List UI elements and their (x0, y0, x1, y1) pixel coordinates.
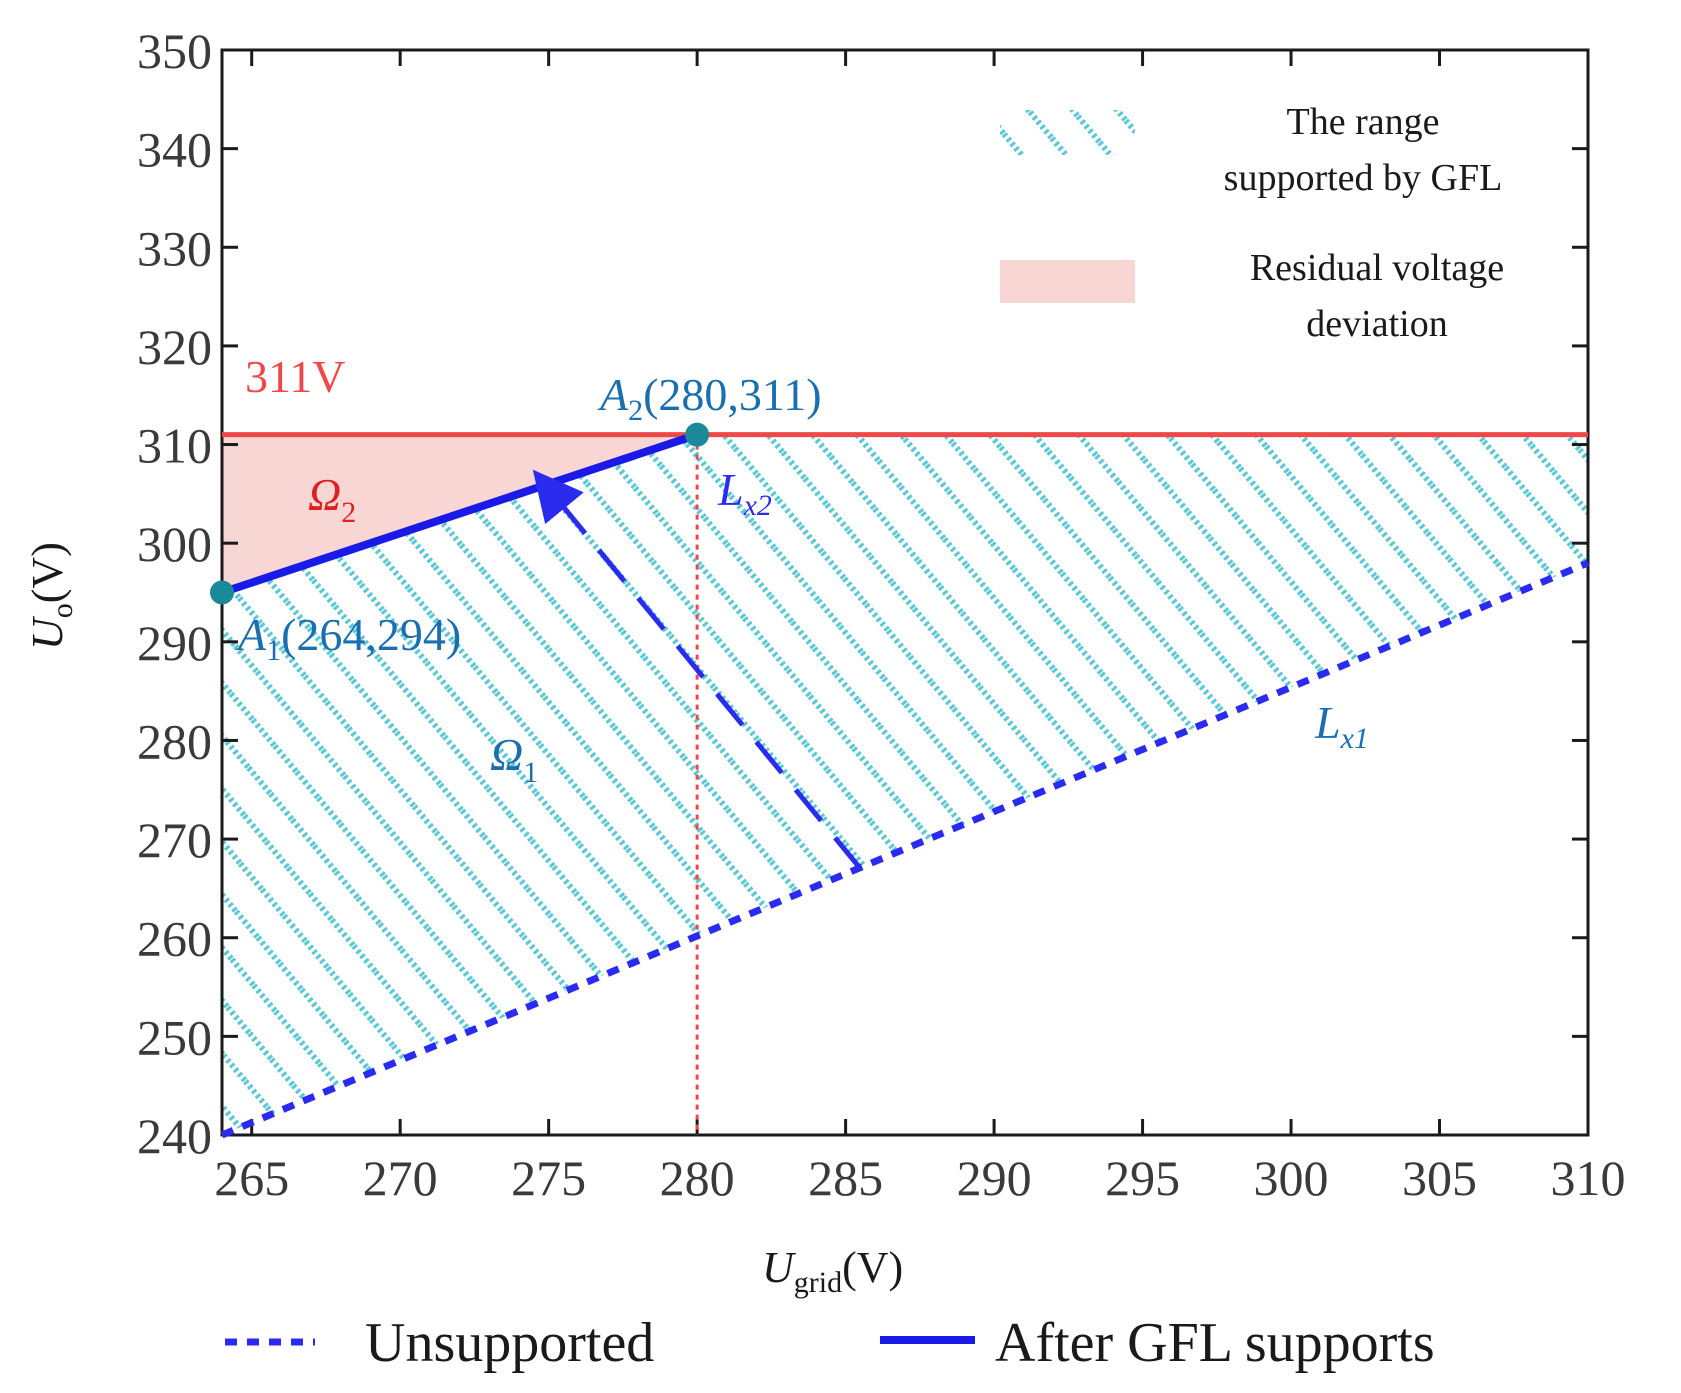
label-a2: A2(280,311) (597, 369, 822, 427)
x-tick-label: 305 (1402, 1150, 1477, 1206)
y-tick-label: 290 (137, 615, 212, 671)
y-tick-label: 250 (137, 1009, 212, 1065)
legend-hatch-line1: The range (1287, 101, 1440, 143)
y-tick-label: 330 (137, 220, 212, 276)
y-tick-label: 320 (137, 319, 212, 375)
x-tick-label: 300 (1254, 1150, 1329, 1206)
y-axis-label: Uo(V) (23, 542, 79, 650)
x-tick-label: 285 (808, 1150, 883, 1206)
point-a1 (210, 580, 234, 605)
y-tick-label: 270 (137, 812, 212, 868)
x-tick-label: 265 (214, 1150, 289, 1206)
label-omega2: Ω2 (308, 469, 356, 529)
support-arrow (532, 469, 863, 871)
series-unsupported (220, 559, 1590, 1139)
legend-hatch-swatch (1000, 110, 1135, 155)
series-after-gfl (220, 430, 699, 597)
y-tick-label: 260 (137, 911, 212, 967)
label-lx1: Lx1 (1314, 697, 1369, 755)
y-ticks: 240 250 260 270 280 290 300 310 320 330 340 350 (137, 23, 1588, 1164)
y-tick-label: 300 (137, 516, 212, 572)
y-tick-label: 310 (137, 418, 212, 474)
y-tick-label: 340 (137, 122, 212, 178)
x-tick-label: 275 (511, 1150, 586, 1206)
x-tick-label: 310 (1551, 1150, 1626, 1206)
x-tick-label: 280 (660, 1150, 735, 1206)
inner-legend: The range supported by GFL Residual volt… (1000, 101, 1504, 345)
legend-supported-label: After GFL supports (995, 1312, 1435, 1374)
legend-hatch-line2: supported by GFL (1224, 157, 1503, 199)
label-lx2: Lx2 (717, 464, 772, 522)
legend-pink-line1: Residual voltage (1250, 247, 1504, 289)
y-tick-label: 280 (137, 713, 212, 769)
x-tick-label: 290 (957, 1150, 1032, 1206)
legend-pink-line2: deviation (1306, 303, 1447, 345)
x-ticks: 265 270 275 280 285 290 295 300 305 310 (214, 50, 1626, 1206)
x-tick-label: 295 (1105, 1150, 1180, 1206)
label-omega1: Ω1 (490, 729, 538, 789)
label-311v: 311V (245, 351, 346, 402)
bottom-legend: Unsupported After GFL supports (225, 1312, 1435, 1374)
x-tick-label: 270 (363, 1150, 438, 1206)
y-tick-label: 240 (137, 1108, 212, 1164)
region-omega1-hatch (222, 434, 1588, 1135)
y-tick-label: 350 (137, 23, 212, 79)
legend-unsupported-label: Unsupported (365, 1312, 654, 1374)
x-axis-label: Ugrid(V) (762, 1243, 903, 1299)
legend-pink-swatch (1000, 260, 1135, 303)
point-a2 (685, 422, 710, 447)
label-a1: A1(264,294) (235, 609, 461, 667)
